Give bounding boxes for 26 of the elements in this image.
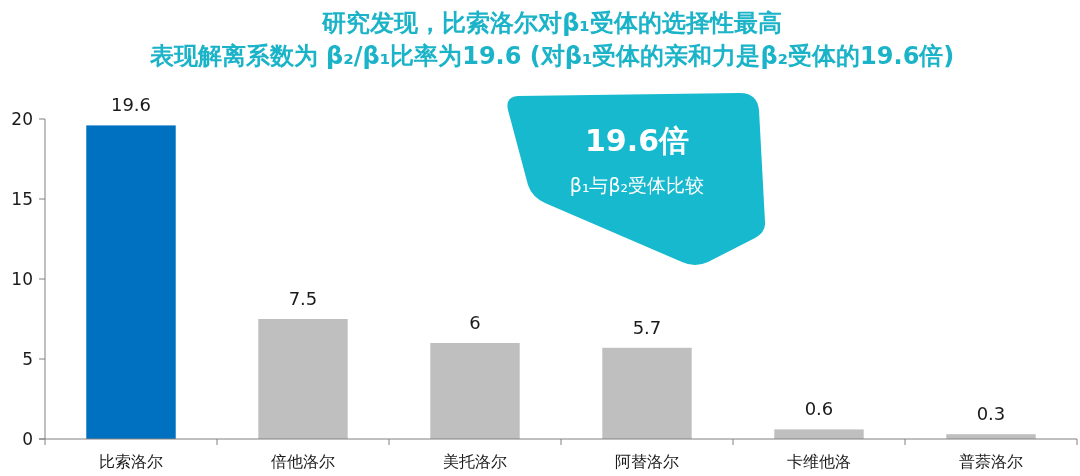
- data-label: 5.7: [632, 316, 662, 338]
- annotation: 19.6倍: [584, 123, 690, 158]
- x-tick-label: 倍他洛尔: [271, 452, 335, 471]
- y-tick-label: 10: [11, 268, 33, 289]
- y-tick-label: 20: [11, 108, 33, 129]
- data-label: 7.5: [288, 288, 318, 309]
- bar: [430, 343, 520, 439]
- bar: [86, 125, 176, 439]
- x-tick-label: 卡维他洛: [787, 452, 851, 471]
- y-tick-label: 0: [22, 428, 33, 449]
- chart-title: 研究发现，比索洛尔对β₁受体的选择性最高: [321, 9, 782, 37]
- x-tick-label: 阿替洛尔: [615, 452, 679, 471]
- y-tick-label: 5: [22, 348, 33, 369]
- x-tick-label: 美托洛尔: [443, 452, 507, 471]
- bar: [602, 347, 692, 439]
- chart-subtitle: 表现解离系数为 β₂/β₁比率为19.6 (对β₁受体的亲和力是β₂受体的19.6倍): [148, 42, 955, 70]
- data-label: 19.6: [110, 94, 152, 116]
- bar: [774, 429, 864, 439]
- data-label: 0.3: [976, 403, 1006, 425]
- annotation: β₁与β₂受体比较: [569, 174, 705, 196]
- x-tick-label: 比索洛尔: [99, 452, 163, 471]
- x-tick-label: 普萘洛尔: [959, 452, 1023, 471]
- bar: [258, 319, 348, 439]
- data-label: 6: [469, 312, 481, 333]
- data-label: 0.6: [804, 398, 834, 420]
- y-tick-label: 15: [11, 188, 33, 209]
